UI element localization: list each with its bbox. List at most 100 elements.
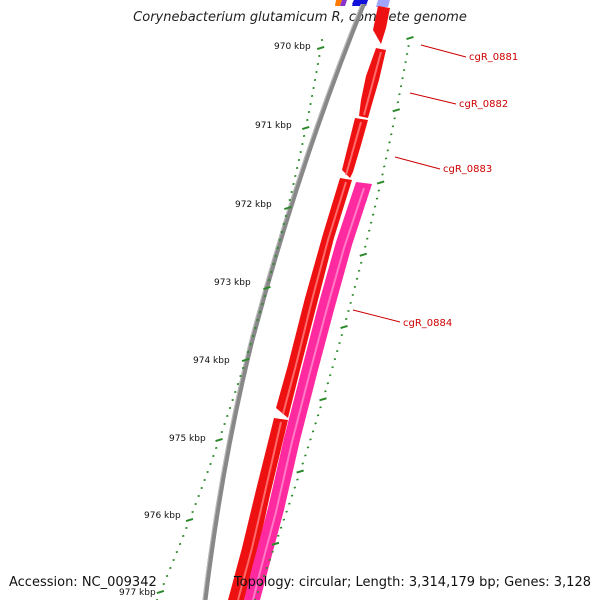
- outer-minor-tick: [338, 342, 341, 345]
- minor-tick: [209, 462, 212, 466]
- outer-minor-tick: [381, 173, 384, 176]
- minor-tick: [165, 574, 169, 578]
- cds-forward-lower[interactable]: [228, 418, 288, 600]
- outer-minor-tick: [326, 382, 330, 385]
- minor-tick: [306, 118, 309, 122]
- outer-minor-tick: [359, 261, 363, 264]
- outer-minor-tick: [383, 165, 386, 168]
- minor-tick: [178, 542, 182, 546]
- outer-minor-tick: [335, 350, 339, 353]
- tick-label-975: 975 kbp: [169, 434, 206, 444]
- minor-tick: [231, 398, 234, 402]
- minor-tick: [203, 478, 206, 482]
- outer-minor-tick: [369, 221, 373, 224]
- cds-cgR_0884-forward[interactable]: [276, 178, 352, 418]
- tick-label-972: 972 kbp: [235, 200, 272, 210]
- callout-cgR_0881: [420, 44, 467, 58]
- minor-tick: [312, 86, 315, 90]
- minor-tick: [251, 334, 255, 338]
- outer-minor-tick: [301, 462, 304, 465]
- gene-label-cgR_0882[interactable]: cgR_0882: [459, 99, 508, 110]
- minor-tick: [284, 214, 288, 218]
- minor-tick: [301, 142, 304, 146]
- minor-tick: [206, 470, 209, 474]
- callout-cgR_0884: [352, 309, 401, 323]
- minor-tick: [320, 38, 324, 42]
- outer-minor-tick: [345, 317, 348, 321]
- minor-tick: [310, 94, 314, 98]
- outer-minor-tick: [393, 117, 396, 120]
- minor-tick: [274, 254, 277, 258]
- outer-minor-tick: [404, 61, 407, 64]
- minor-tick: [197, 494, 200, 498]
- outer-minor-tick: [309, 438, 312, 441]
- minor-tick: [254, 326, 257, 330]
- outer-minor-tick: [319, 406, 322, 409]
- outer-minor-tick: [265, 566, 269, 569]
- outer-minor-tick: [375, 197, 379, 200]
- outer-minor-tick: [388, 141, 391, 144]
- outer-minor-tick: [366, 237, 369, 240]
- minor-tick: [282, 222, 286, 226]
- minor-tick: [278, 238, 282, 242]
- outer-minor-tick: [398, 93, 401, 96]
- outer-minor-tick: [340, 333, 344, 337]
- outer-minor-tick: [371, 213, 375, 216]
- outer-major-tick: [406, 35, 414, 41]
- outer-minor-tick: [351, 293, 355, 296]
- minor-tick: [239, 374, 242, 378]
- feature-blue-top: [352, 0, 368, 4]
- minor-tick: [194, 502, 197, 506]
- outer-minor-tick: [333, 358, 337, 361]
- tick-label-971: 971 kbp: [255, 121, 292, 131]
- minor-tick: [272, 262, 275, 266]
- tick-label-970: 970 kbp: [274, 42, 311, 52]
- minor-tick: [214, 446, 218, 450]
- tick-label-974: 974 kbp: [193, 356, 230, 366]
- cds-cgR_0883[interactable]: [342, 118, 368, 178]
- minor-tick: [220, 430, 224, 434]
- minor-tick: [258, 310, 262, 314]
- outer-minor-tick: [324, 390, 327, 393]
- outer-minor-tick: [296, 478, 299, 481]
- minor-tick: [212, 454, 215, 458]
- outer-minor-tick: [396, 101, 400, 104]
- outer-minor-tick: [279, 526, 283, 529]
- minor-tick: [223, 422, 226, 426]
- cds-cgR_0880[interactable]: [373, 6, 390, 44]
- outer-major-tick: [340, 325, 348, 330]
- callout-cgR_0882: [409, 92, 457, 105]
- gene-label-cgR_0881[interactable]: cgR_0881: [469, 52, 518, 63]
- gene-label-cgR_0883[interactable]: cgR_0883: [443, 164, 492, 175]
- gene-label-cgR_0884[interactable]: cgR_0884: [403, 318, 452, 329]
- outer-minor-tick: [368, 229, 371, 232]
- minor-tick: [292, 182, 295, 186]
- outer-tick-track: [253, 35, 414, 600]
- major-tick: [284, 205, 292, 211]
- minor-tick: [236, 382, 240, 386]
- outer-minor-tick: [390, 133, 393, 136]
- outer-minor-tick: [259, 582, 263, 586]
- outer-minor-tick: [384, 157, 388, 160]
- outer-minor-tick: [328, 374, 332, 377]
- minor-tick: [299, 150, 302, 154]
- minor-tick: [294, 174, 297, 178]
- feature-fragment-purple: [340, 0, 347, 6]
- tick-label-977: 977 kbp: [119, 588, 156, 598]
- outer-minor-tick: [364, 245, 367, 248]
- outer-minor-tick: [304, 454, 307, 457]
- outer-minor-tick: [353, 285, 357, 288]
- outer-minor-tick: [262, 574, 266, 577]
- genome-backbone: [202, 0, 368, 600]
- major-tick: [156, 589, 165, 595]
- minor-tick: [263, 294, 266, 298]
- outer-minor-tick: [306, 446, 310, 449]
- minor-tick: [318, 54, 321, 58]
- outer-minor-tick: [377, 189, 381, 192]
- outer-minor-tick: [355, 277, 359, 280]
- outer-minor-tick: [349, 301, 352, 305]
- cds-cgR_0884[interactable]: [244, 182, 372, 600]
- feature-fragment-orange: [335, 0, 342, 6]
- minor-tick: [290, 190, 293, 194]
